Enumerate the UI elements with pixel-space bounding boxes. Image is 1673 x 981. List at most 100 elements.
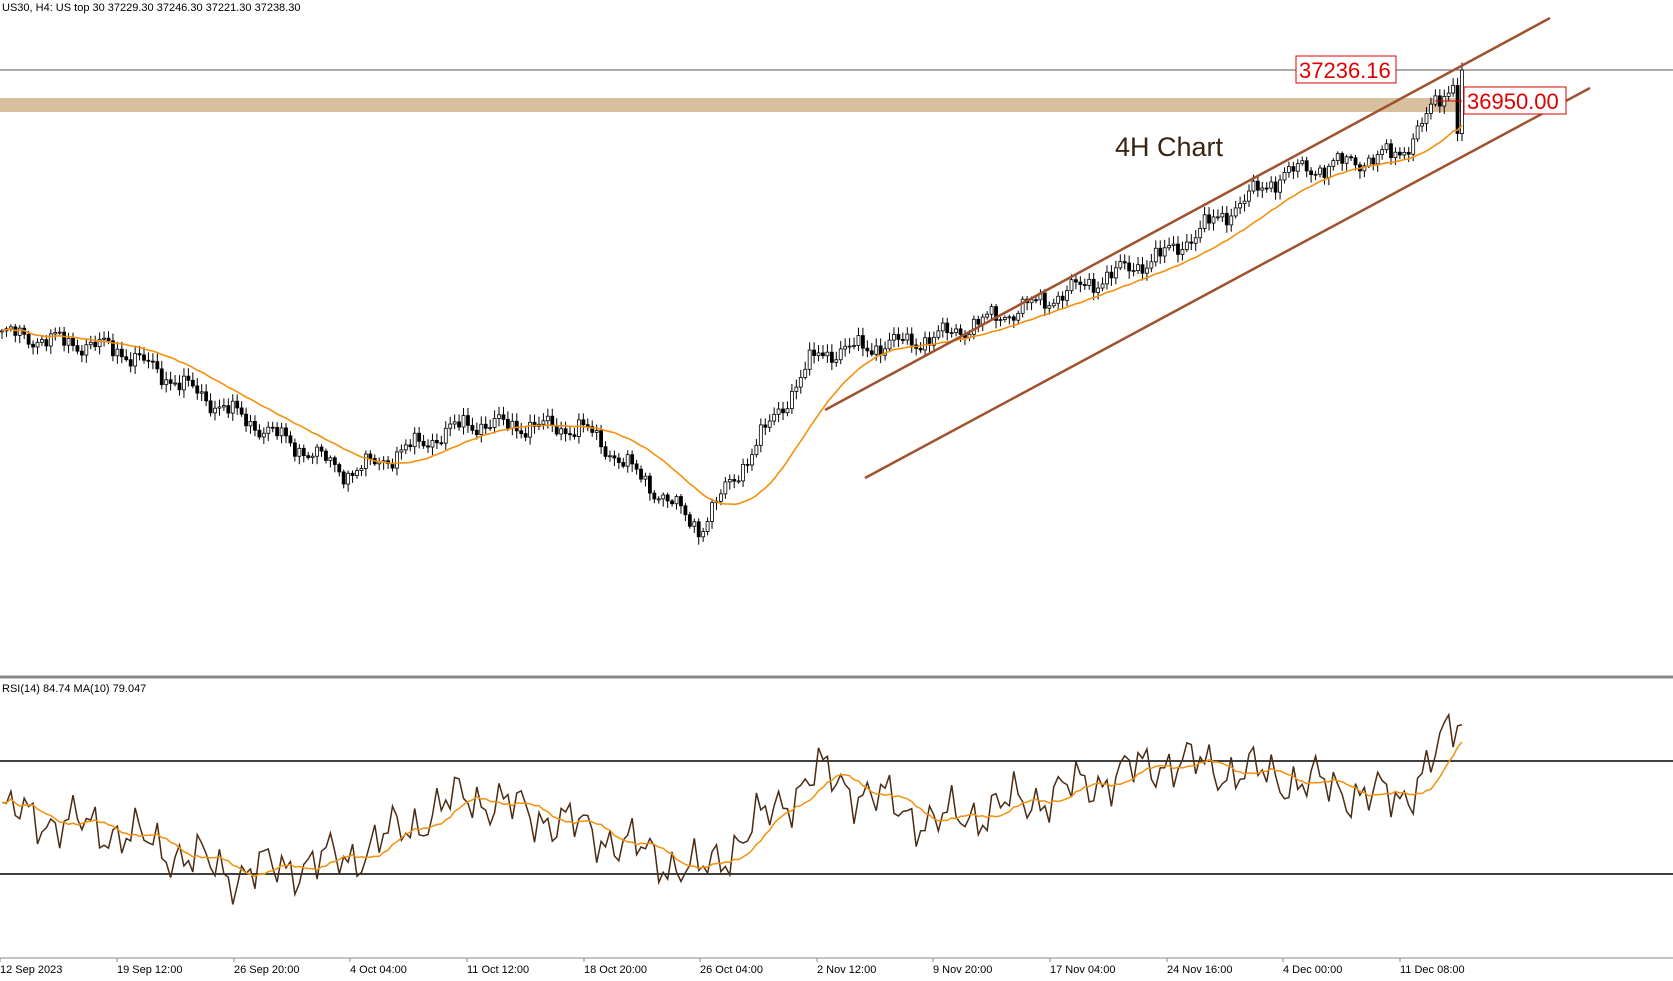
candle <box>470 417 475 435</box>
candle <box>235 394 240 415</box>
candle <box>883 341 888 361</box>
candle <box>1309 167 1314 183</box>
candle <box>1136 257 1140 275</box>
candle <box>430 433 435 456</box>
candle <box>1118 254 1123 270</box>
time-axis-label: 2 Nov 12:00 <box>817 964 876 976</box>
candle <box>377 457 382 471</box>
candle <box>1056 291 1061 310</box>
candle <box>989 303 994 321</box>
candle <box>865 340 870 358</box>
candle <box>1331 158 1336 171</box>
candle <box>230 394 235 421</box>
candle <box>142 347 146 364</box>
candle <box>1167 237 1172 251</box>
candle <box>1349 154 1353 161</box>
time-axis-label: 19 Sep 12:00 <box>117 964 182 976</box>
candle <box>1025 296 1030 311</box>
candle <box>710 498 714 529</box>
candle <box>523 425 528 442</box>
candle <box>1065 285 1069 306</box>
candle <box>856 327 861 352</box>
candle <box>758 418 763 453</box>
candle <box>1007 314 1012 325</box>
candle <box>48 329 53 354</box>
candle <box>550 408 555 433</box>
candle <box>510 413 515 436</box>
candle <box>434 433 439 449</box>
time-axis-label: 24 Nov 16:00 <box>1167 964 1232 976</box>
rsi-ma-line <box>1 741 1463 878</box>
candle <box>115 341 120 364</box>
candle <box>692 518 697 534</box>
candle <box>275 422 280 440</box>
candle <box>1375 150 1380 172</box>
candle <box>1304 156 1309 178</box>
candle <box>572 427 577 440</box>
candle <box>395 446 399 476</box>
candle <box>177 375 182 396</box>
candle <box>843 338 848 357</box>
candle <box>936 325 941 340</box>
candle <box>190 372 195 389</box>
time-axis-label: 17 Nov 04:00 <box>1050 964 1115 976</box>
price-box-top-label: 37236.16 <box>1299 58 1391 83</box>
candle <box>399 444 404 460</box>
candle <box>1269 176 1274 193</box>
candle <box>457 414 461 431</box>
candle <box>1326 163 1331 186</box>
candle <box>1198 220 1203 243</box>
rsi-label: RSI(14) 84.74 MA(10) 79.047 <box>2 683 146 695</box>
candle <box>208 393 213 417</box>
candle <box>93 335 98 351</box>
candle <box>1105 265 1109 290</box>
candle <box>1091 272 1096 301</box>
candle <box>1220 205 1225 222</box>
candle <box>119 341 124 364</box>
candle <box>900 332 905 345</box>
candle <box>621 457 626 469</box>
candle <box>75 339 80 355</box>
candle <box>585 418 590 432</box>
price-box-top <box>1295 55 1397 84</box>
candle <box>1180 241 1185 261</box>
candle <box>292 438 297 462</box>
candle <box>439 435 444 446</box>
candle <box>532 414 537 434</box>
candle <box>288 431 293 447</box>
candle <box>1322 165 1327 185</box>
candle <box>57 327 62 335</box>
candle <box>332 455 337 473</box>
candle <box>31 340 35 355</box>
candle <box>1211 209 1216 231</box>
candle <box>985 311 990 320</box>
candle <box>1415 120 1420 142</box>
candle <box>1193 229 1198 252</box>
candle <box>798 369 803 394</box>
candle <box>71 332 75 352</box>
candle <box>195 378 200 400</box>
candle <box>1371 154 1376 171</box>
candle <box>661 492 666 507</box>
candle <box>421 434 426 449</box>
candle <box>1353 155 1358 171</box>
candle <box>612 450 617 466</box>
candle <box>705 517 710 536</box>
candle <box>1153 240 1158 267</box>
candle <box>639 465 643 483</box>
candle <box>466 407 470 433</box>
candle <box>128 352 133 373</box>
candle <box>221 398 226 411</box>
candle <box>1287 161 1291 178</box>
candle <box>665 492 670 508</box>
candle <box>1460 62 1464 142</box>
candle <box>1060 291 1065 309</box>
candle <box>869 343 874 357</box>
time-axis-label: 26 Oct 04:00 <box>700 964 763 976</box>
time-axis-label: 12 Sep 2023 <box>0 964 62 976</box>
candle <box>1020 296 1025 318</box>
candle <box>821 345 825 359</box>
candle <box>896 327 901 348</box>
time-axis-label: 9 Nov 20:00 <box>933 964 992 976</box>
